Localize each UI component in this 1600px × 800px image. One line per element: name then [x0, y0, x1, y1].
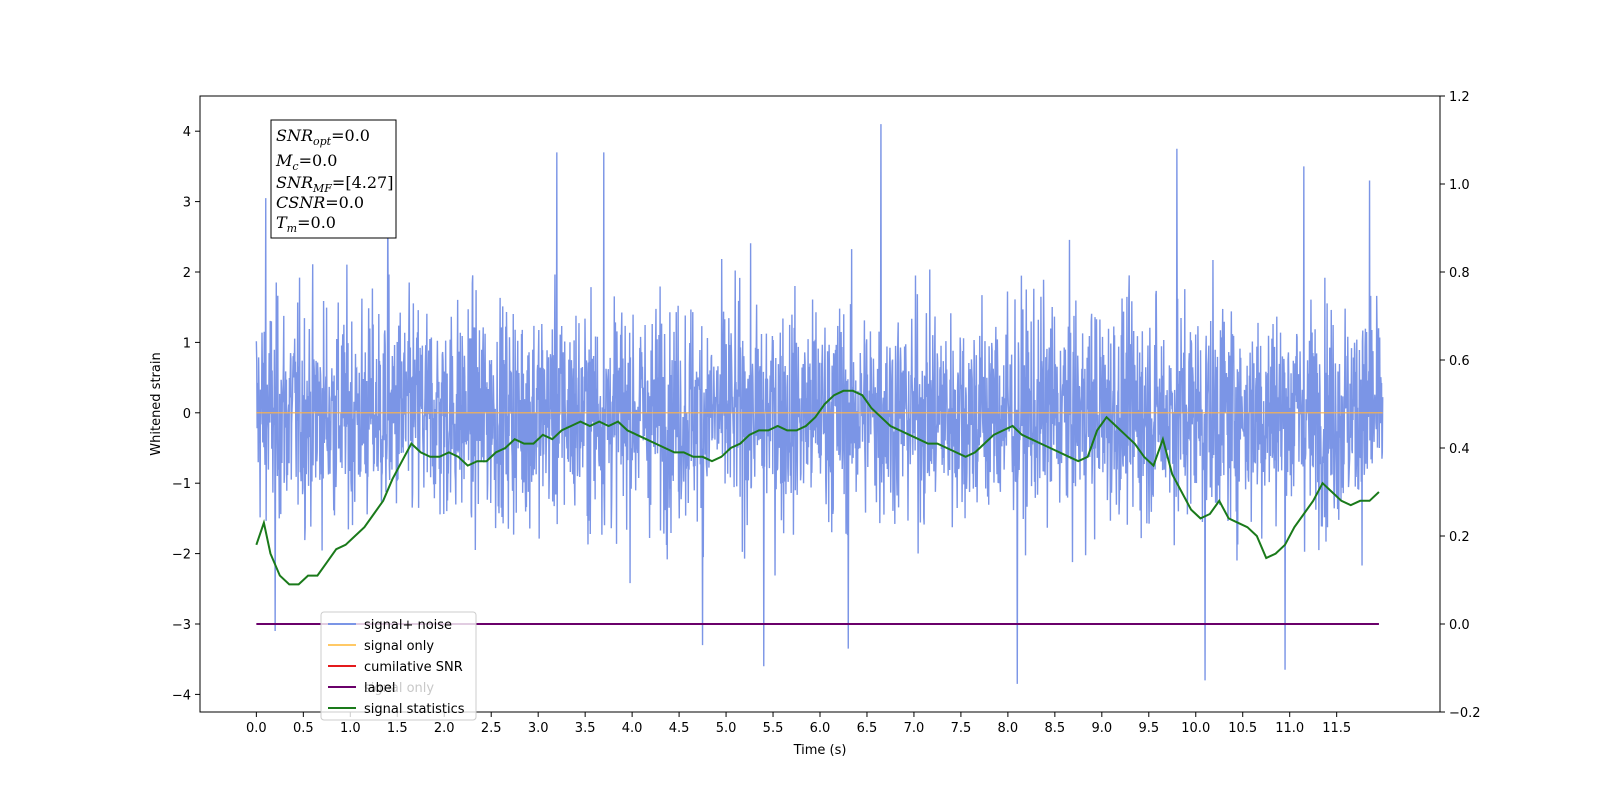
y-tick-label: −4: [172, 688, 191, 703]
y-right-tick-label: 0.4: [1449, 442, 1470, 457]
y-right-tick-label: −0.2: [1449, 706, 1481, 721]
legend-item-signal-noise: signal+ noise: [328, 618, 452, 633]
x-tick-label: 5.0: [716, 721, 737, 736]
svg-text:label: label: [364, 681, 395, 696]
info-csnr: CSNR=0.0: [276, 193, 364, 212]
x-tick-label: 2.5: [481, 721, 502, 736]
x-tick-label: 11.0: [1275, 721, 1304, 736]
legend-item-cumulative-snr: cumilative SNR: [328, 660, 463, 675]
x-axis-label: Time (s): [793, 743, 847, 758]
y-right-tick-label: 1.2: [1449, 90, 1470, 105]
y-tick-label: 3: [183, 196, 191, 211]
y-right-tick-label: 1.0: [1449, 178, 1470, 193]
svg-text:signal statistics: signal statistics: [364, 702, 465, 717]
y-axis-ticks-right: 1.2 1.0 0.8 0.6 0.4 0.2 0.0 −0.2: [1440, 90, 1481, 721]
x-tick-label: 8.5: [1045, 721, 1066, 736]
x-axis-ticks: 0.0 0.5 1.0 1.5 2.0 2.5 3.0 3.5 4.0 4.5 5.0 5.5 6.0 6…: [246, 712, 1351, 736]
y-right-tick-label: 0.8: [1449, 266, 1470, 281]
y-right-tick-label: 0.2: [1449, 530, 1470, 545]
legend-hidden-text: signal only: [364, 681, 434, 696]
legend-item-label: signal only label: [328, 681, 434, 696]
y-right-tick-label: 0.0: [1449, 618, 1470, 633]
x-tick-label: 0.0: [246, 721, 267, 736]
x-tick-label: 2.0: [434, 721, 455, 736]
svg-text:signal only: signal only: [364, 639, 434, 654]
y-tick-label: −3: [172, 618, 191, 633]
y-tick-label: 2: [183, 266, 191, 281]
info-snr-opt: SNRopt=0.0: [276, 126, 370, 148]
signal-noise-line: [255, 124, 1384, 684]
series-signal-statistics-line: [255, 389, 1380, 586]
x-tick-label: 1.0: [340, 721, 361, 736]
x-tick-label: 0.5: [293, 721, 314, 736]
y-tick-label: 0: [183, 407, 191, 422]
x-tick-label: 10.0: [1181, 721, 1210, 736]
info-tm: Tm=0.0: [276, 213, 336, 235]
x-tick-label: 7.0: [904, 721, 925, 736]
y-tick-label: −2: [172, 548, 191, 563]
legend: signal+ noise signal only cumilative SNR…: [320, 611, 477, 721]
x-tick-label: 5.5: [763, 721, 784, 736]
x-tick-label: 1.5: [387, 721, 408, 736]
x-tick-label: 3.0: [528, 721, 549, 736]
x-tick-label: 4.0: [622, 721, 643, 736]
x-tick-label: 6.5: [857, 721, 878, 736]
y-axis-label: Whitened strain: [149, 352, 164, 455]
legend-item-signal-only: signal only: [328, 639, 434, 654]
info-mc: Mc=0.0: [275, 151, 337, 173]
series-signal-noise: [255, 124, 1384, 684]
y-tick-label: 1: [183, 336, 191, 351]
y-right-tick-label: 0.6: [1449, 354, 1470, 369]
x-tick-label: 11.5: [1322, 721, 1351, 736]
x-tick-label: 9.5: [1138, 721, 1159, 736]
y-tick-label: 4: [183, 125, 191, 140]
x-tick-label: 9.0: [1091, 721, 1112, 736]
legend-item-signal-statistics: signal statistics: [328, 702, 465, 717]
x-tick-label: 6.0: [810, 721, 831, 736]
legend-box: [320, 611, 477, 721]
y-axis-ticks-left: 4 3 2 1 0 −1 −2 −3 −4: [172, 125, 200, 703]
x-tick-label: 10.5: [1228, 721, 1257, 736]
x-tick-label: 8.0: [998, 721, 1019, 736]
svg-text:signal+ noise: signal+ noise: [364, 618, 452, 633]
x-tick-label: 4.5: [669, 721, 690, 736]
y-tick-label: −1: [172, 477, 191, 492]
x-tick-label: 3.5: [575, 721, 596, 736]
info-box: SNRopt=0.0 Mc=0.0 SNRMF=[4.27] CSNR=0.0 …: [270, 119, 397, 239]
x-tick-label: 7.5: [951, 721, 972, 736]
svg-text:cumilative SNR: cumilative SNR: [364, 660, 463, 675]
info-snr-mf: SNRMF=[4.27]: [276, 173, 393, 195]
